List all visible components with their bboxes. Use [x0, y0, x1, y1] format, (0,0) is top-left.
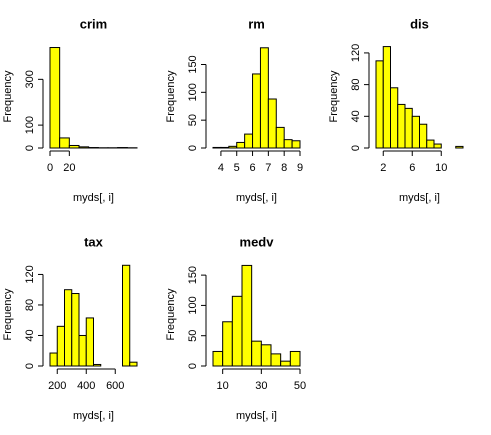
bar	[56, 325, 65, 367]
bar	[241, 264, 253, 367]
x-tick-label: 20	[63, 162, 75, 174]
bar	[228, 145, 238, 149]
bar	[85, 317, 94, 367]
bar	[78, 334, 87, 367]
bar	[244, 133, 254, 149]
chart-title: tax	[84, 234, 104, 249]
x-axis-label: myds[, i]	[73, 410, 114, 422]
x-tick-label: 6	[409, 162, 415, 174]
bar	[212, 350, 224, 367]
bar	[404, 107, 413, 149]
x-tick-label: 0	[47, 162, 53, 174]
x-tick-label: 400	[77, 380, 95, 392]
x-tick-label: 9	[297, 162, 303, 174]
y-tick-label: 150	[187, 55, 199, 73]
y-axis-label: Frequency	[2, 70, 14, 122]
y-tick-label: 0	[187, 145, 199, 151]
bar	[68, 144, 80, 149]
bar	[280, 360, 291, 367]
y-tick-label: 120	[24, 265, 36, 283]
y-tick-label: 0	[187, 363, 199, 369]
x-tick-label: 50	[294, 380, 306, 392]
bar	[390, 87, 399, 149]
y-tick-label: 150	[187, 266, 199, 284]
y-axis-label: Frequency	[165, 70, 177, 122]
bar	[275, 126, 285, 149]
bar	[49, 352, 58, 367]
x-tick-label: 5	[234, 162, 240, 174]
x-axis-label: myds[, i]	[236, 192, 277, 204]
bar	[122, 264, 131, 367]
bar	[291, 140, 301, 149]
bar	[236, 141, 246, 149]
bar	[129, 361, 138, 367]
y-tick-label: 0	[24, 145, 36, 151]
bar	[411, 115, 420, 149]
y-tick-label: 0	[24, 363, 36, 369]
x-tick-label: 10	[435, 162, 447, 174]
x-tick-label: 4	[218, 162, 224, 174]
x-tick-label: 6	[249, 162, 255, 174]
bar	[397, 103, 406, 149]
y-tick-label: 100	[187, 296, 199, 314]
bar	[231, 295, 243, 367]
chart-title: dis	[410, 16, 429, 31]
x-tick-label: 8	[281, 162, 287, 174]
chart-title: medv	[240, 234, 275, 249]
y-tick-label: 50	[187, 114, 199, 126]
y-tick-label: 40	[350, 110, 362, 122]
bar	[455, 145, 464, 149]
y-axis-label: Frequency	[328, 70, 340, 122]
bar	[252, 73, 261, 149]
y-tick-label: 50	[187, 330, 199, 342]
x-tick-label: 7	[265, 162, 271, 174]
x-axis-label: myds[, i]	[236, 410, 277, 422]
bar	[270, 353, 282, 367]
bar	[71, 293, 80, 367]
x-tick-label: 2	[380, 162, 386, 174]
bar	[283, 139, 293, 149]
bar	[289, 350, 301, 367]
bar	[222, 321, 233, 367]
x-axis-label: myds[, i]	[73, 192, 114, 204]
x-tick-label: 200	[48, 380, 66, 392]
chart-title: rm	[248, 16, 265, 31]
bar	[59, 137, 70, 149]
bar	[64, 289, 73, 367]
y-tick-label: 80	[24, 299, 36, 311]
bar	[375, 60, 384, 149]
x-axis-label: myds[, i]	[399, 192, 440, 204]
y-tick-label: 100	[24, 116, 36, 134]
bar	[419, 123, 428, 149]
x-tick-label: 30	[255, 380, 267, 392]
bar	[49, 47, 61, 149]
y-tick-label: 0	[350, 145, 362, 151]
x-tick-label: 600	[106, 380, 124, 392]
y-tick-label: 100	[187, 83, 199, 101]
bar	[260, 344, 272, 367]
bar	[93, 363, 102, 367]
y-tick-label: 80	[350, 78, 362, 90]
y-axis-label: Frequency	[165, 288, 177, 340]
y-tick-label: 40	[24, 329, 36, 341]
bar	[426, 139, 435, 149]
bar	[259, 47, 269, 149]
x-tick-label: 10	[217, 380, 229, 392]
bar	[433, 143, 442, 149]
bar	[78, 146, 90, 149]
y-tick-label: 300	[24, 70, 36, 88]
y-axis-label: Frequency	[2, 288, 14, 340]
bar	[212, 146, 222, 149]
bar	[220, 146, 230, 149]
bar	[267, 98, 277, 149]
bar	[251, 340, 262, 367]
bar	[382, 46, 391, 149]
chart-title: crim	[80, 16, 107, 31]
y-tick-label: 120	[350, 44, 362, 62]
